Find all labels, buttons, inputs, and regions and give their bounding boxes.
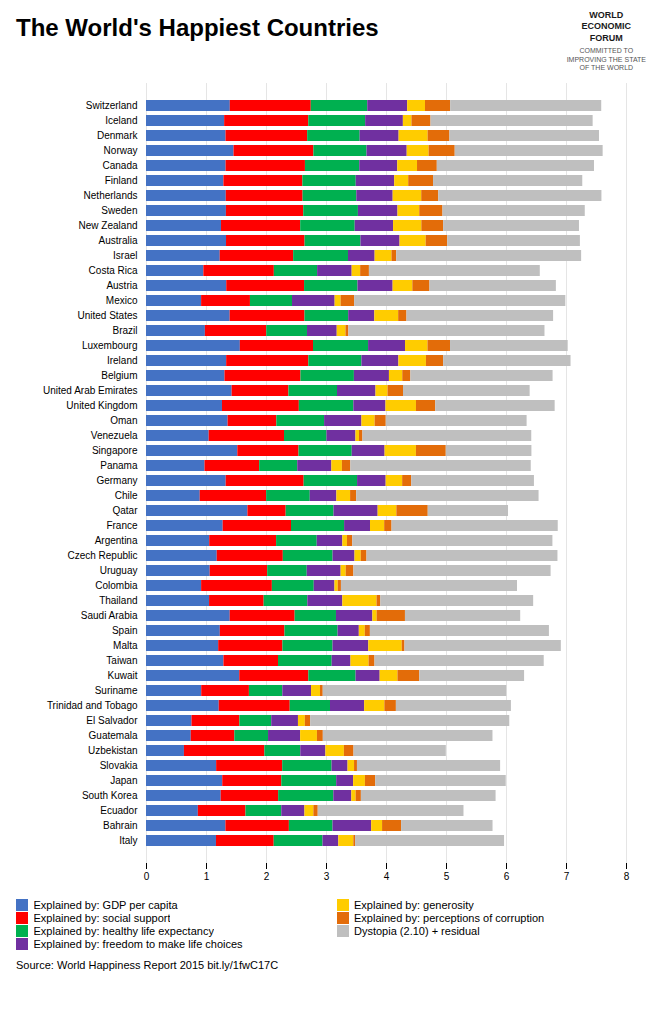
html-text:Explained by: GDP per capita: Explained by: GDP per capita — [33, 899, 178, 911]
svg-text:Japan: Japan — [110, 775, 137, 786]
svg-text:Germany: Germany — [96, 475, 137, 486]
svg-text:Spain: Spain — [112, 625, 138, 636]
svg-text:Saudi Arabia: Saudi Arabia — [81, 610, 138, 621]
svg-text:Luxembourg: Luxembourg — [82, 340, 138, 351]
svg-text:Costa Rica: Costa Rica — [89, 265, 138, 276]
svg-text:Brazil: Brazil — [112, 325, 137, 336]
svg-text:Ecuador: Ecuador — [100, 805, 138, 816]
html-text:The World's Happiest Countries: The World's Happiest Countries — [16, 14, 379, 41]
svg-text:Kuwait: Kuwait — [107, 670, 137, 681]
svg-text:Czech Republic: Czech Republic — [67, 550, 137, 561]
svg-text:Suriname: Suriname — [95, 685, 138, 696]
svg-text:4: 4 — [384, 871, 390, 882]
svg-text:Austria: Austria — [106, 280, 138, 291]
svg-text:Uzbekistan: Uzbekistan — [88, 745, 137, 756]
svg-text:South Korea: South Korea — [82, 790, 138, 801]
svg-text:Qatar: Qatar — [112, 505, 138, 516]
svg-text:1: 1 — [204, 871, 210, 882]
svg-text:Bahrain: Bahrain — [103, 820, 137, 831]
svg-text:United States: United States — [77, 310, 137, 321]
svg-text:United Kingdom: United Kingdom — [66, 400, 137, 411]
html-text:Explained by: generosity: Explained by: generosity — [354, 899, 474, 911]
svg-text:0: 0 — [144, 871, 150, 882]
svg-text:Italy: Italy — [119, 835, 137, 846]
svg-text:Venezuela: Venezuela — [91, 430, 138, 441]
svg-text:Sweden: Sweden — [101, 205, 137, 216]
svg-text:2: 2 — [264, 871, 270, 882]
svg-text:6: 6 — [504, 871, 510, 882]
svg-text:Denmark: Denmark — [97, 130, 139, 141]
svg-text:Iceland: Iceland — [105, 115, 137, 126]
html-text:Source: World Happiness Report: Source: World Happiness Report 2015 bit.… — [16, 959, 279, 971]
svg-text:Guatemala: Guatemala — [89, 730, 138, 741]
svg-text:8: 8 — [624, 871, 630, 882]
svg-text:Ireland: Ireland — [107, 355, 138, 366]
svg-text:Singapore: Singapore — [92, 445, 138, 456]
svg-text:Thailand: Thailand — [99, 595, 137, 606]
svg-text:Belgium: Belgium — [101, 370, 137, 381]
svg-text:Norway: Norway — [104, 145, 138, 156]
html-text:Explained by: healthy life exp: Explained by: healthy life expectancy — [33, 925, 214, 937]
svg-text:El Salvador: El Salvador — [86, 715, 138, 726]
svg-text:Chile: Chile — [115, 490, 138, 501]
svg-text:Argentina: Argentina — [95, 535, 138, 546]
svg-text:Switzerland: Switzerland — [86, 100, 138, 111]
svg-text:Oman: Oman — [110, 415, 137, 426]
svg-text:Uruguay: Uruguay — [100, 565, 138, 576]
svg-text:3: 3 — [324, 871, 330, 882]
html-text:Dystopia (2.10) + residual: Dystopia (2.10) + residual — [354, 925, 480, 937]
svg-text:Israel: Israel — [113, 250, 137, 261]
svg-text:7: 7 — [564, 871, 570, 882]
svg-text:France: France — [106, 520, 138, 531]
svg-text:Trinidad and Tobago: Trinidad and Tobago — [47, 700, 138, 711]
html-text:Explained by: social support: Explained by: social support — [33, 912, 171, 924]
svg-text:Colombia: Colombia — [95, 580, 138, 591]
html-text:Explained by: freedom to make: Explained by: freedom to make life choic… — [33, 938, 243, 950]
svg-text:Taiwan: Taiwan — [106, 655, 137, 666]
svg-text:Australia: Australia — [99, 235, 138, 246]
svg-text:New Zealand: New Zealand — [79, 220, 138, 231]
svg-text:Finland: Finland — [105, 175, 138, 186]
svg-text:Mexico: Mexico — [106, 295, 138, 306]
svg-text:Slovakia: Slovakia — [100, 760, 138, 771]
html-text:COMMITTED TO IMPROVING THE STA: COMMITTED TO IMPROVING THE STATE OF THE … — [566, 46, 646, 72]
svg-text:Panama: Panama — [100, 460, 138, 471]
svg-text:5: 5 — [444, 871, 450, 882]
svg-text:United Arab Emirates: United Arab Emirates — [43, 385, 138, 396]
svg-text:Malta: Malta — [113, 640, 138, 651]
svg-text:Canada: Canada — [102, 160, 137, 171]
svg-text:Netherlands: Netherlands — [84, 190, 138, 201]
html-text:WORLD ECONOMIC FORUM: WORLD ECONOMIC FORUM — [581, 10, 632, 43]
html-text:Explained by: perceptions of c: Explained by: perceptions of corruption — [354, 912, 545, 924]
